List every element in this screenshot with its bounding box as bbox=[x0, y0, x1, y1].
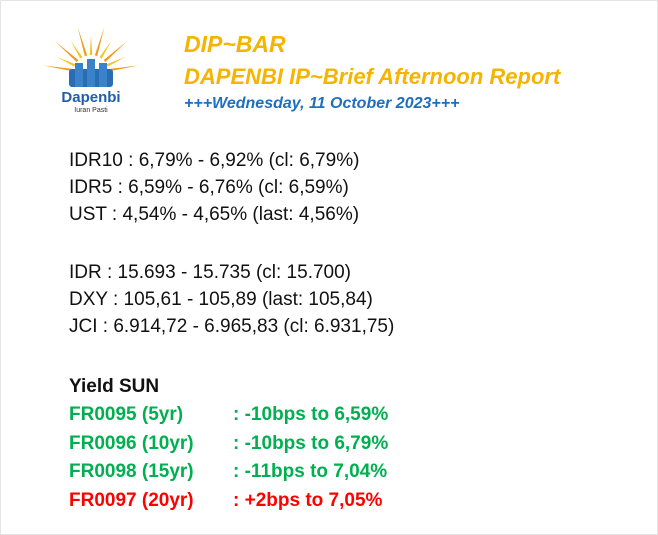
yield-detail: : -10bps to 6,59% bbox=[233, 404, 389, 425]
yield-detail: : +2bps to 7,05% bbox=[233, 489, 383, 511]
market-line: DXY : 105,61 - 105,89 (last: 105,84) bbox=[69, 289, 373, 310]
logo-ray bbox=[43, 65, 74, 72]
yield-label: FR0096 (10yr) bbox=[69, 432, 194, 454]
logo-tower bbox=[75, 63, 83, 87]
logo-ray bbox=[103, 41, 128, 63]
subtitle: DAPENBI IP~Brief Afternoon Report bbox=[184, 64, 561, 89]
logo-name: Dapenbi bbox=[61, 89, 120, 106]
yield-label: FR0098 (15yr) bbox=[69, 461, 194, 482]
yield-label: FR0097 (20yr) bbox=[69, 489, 194, 511]
yield-title: Yield SUN bbox=[69, 376, 160, 397]
bond-line: IDR5 : 6,59% - 6,76% (cl: 6,59%) bbox=[69, 177, 349, 198]
logo-tower bbox=[99, 63, 107, 87]
logo-ray bbox=[70, 40, 83, 59]
logo-ray bbox=[54, 41, 79, 63]
market-line: IDR : 15.693 - 15.735 (cl: 15.700) bbox=[69, 262, 351, 283]
bond-line: IDR10 : 6,79% - 6,92% (cl: 6,79%) bbox=[69, 150, 360, 171]
yield-detail: : -11bps to 7,04% bbox=[233, 461, 388, 482]
logo-ray bbox=[56, 56, 76, 67]
logo-ray bbox=[89, 35, 93, 56]
logo-ray bbox=[108, 65, 139, 72]
date: +++Wednesday, 11 October 2023+++ bbox=[184, 95, 460, 112]
market-line: JCI : 6.914,72 - 6.965,83 (cl: 6.931,75) bbox=[69, 316, 395, 337]
logo-rays bbox=[43, 26, 139, 72]
logo-tower bbox=[87, 59, 95, 87]
logo-ray bbox=[99, 40, 112, 59]
yield-label: FR0095 (5yr) bbox=[69, 404, 184, 425]
logo-ray bbox=[94, 26, 105, 57]
title: DIP~BAR bbox=[184, 31, 286, 57]
logo-ray bbox=[106, 56, 126, 67]
bond-line: UST : 4,54% - 4,65% (last: 4,56%) bbox=[69, 204, 360, 225]
logo-ray bbox=[77, 26, 88, 57]
logo: Dapenbi Iuran Pasti bbox=[43, 26, 139, 114]
logo-tagline: Iuran Pasti bbox=[74, 107, 108, 114]
yield-detail: : -10bps to 6,79% bbox=[233, 432, 389, 454]
